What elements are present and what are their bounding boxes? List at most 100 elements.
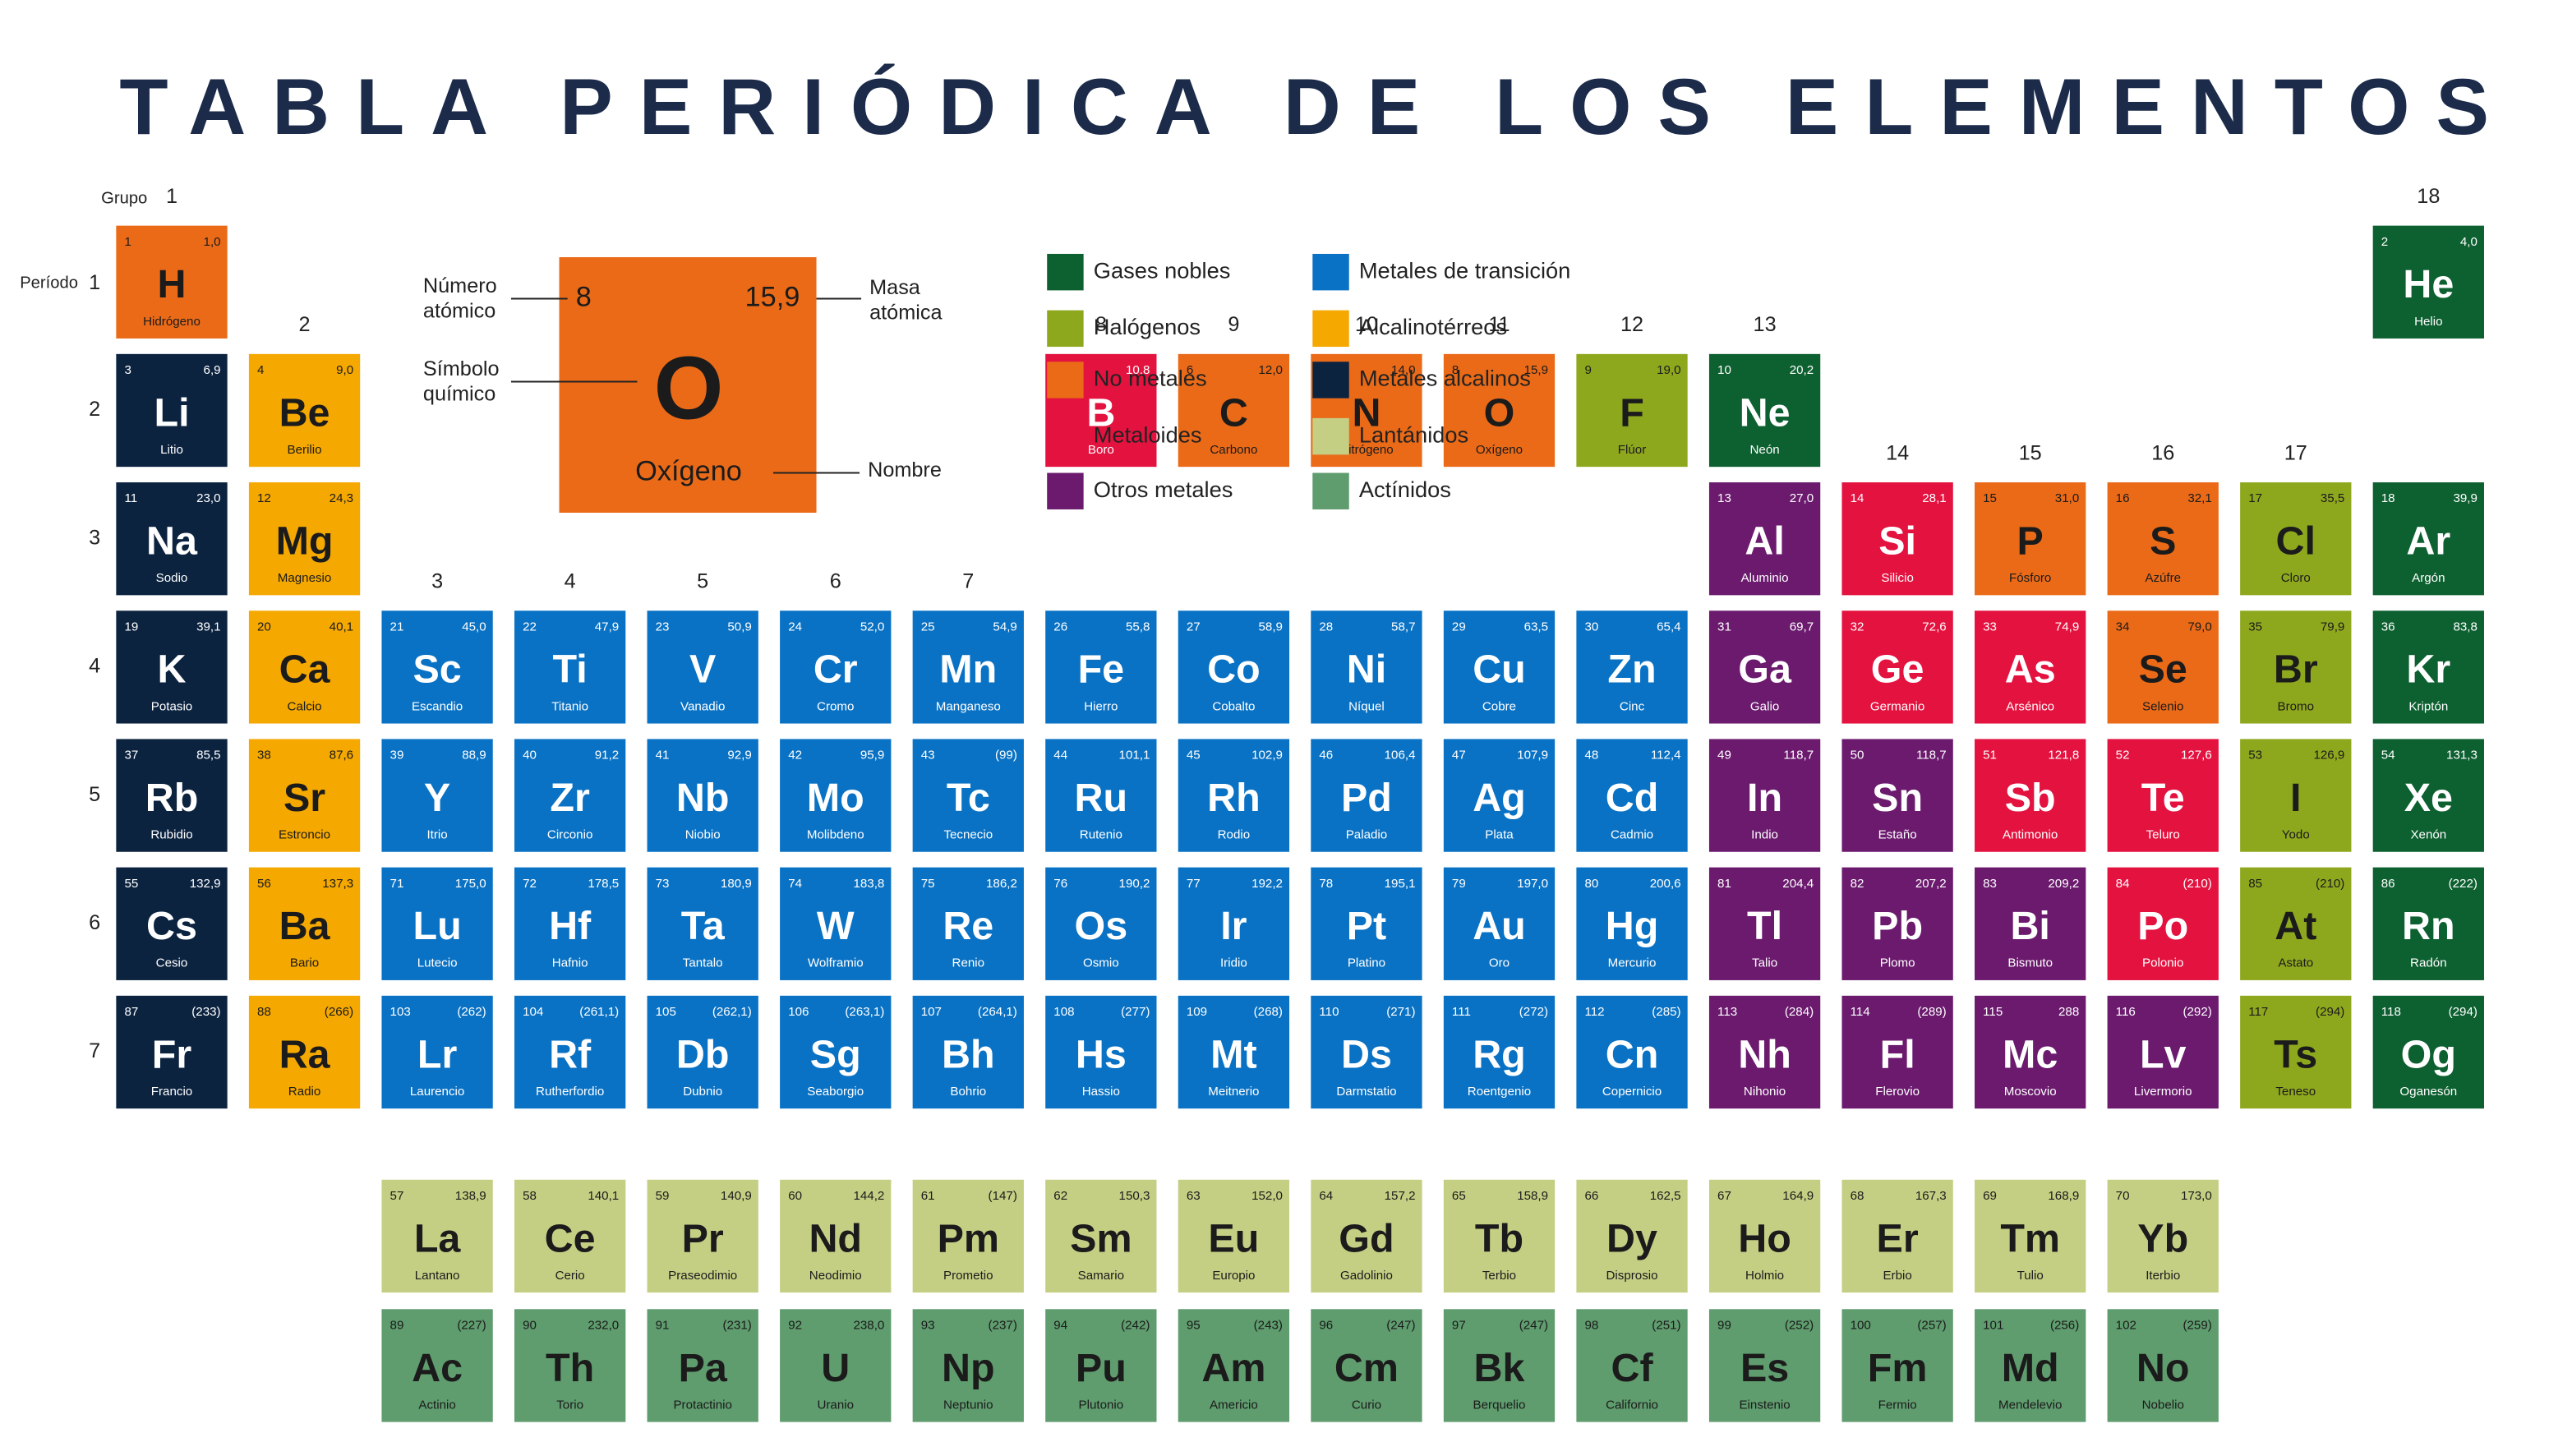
element-name: Rutenio bbox=[1080, 828, 1122, 842]
element-symbol: Cn bbox=[1606, 1032, 1659, 1076]
element-symbol: Sm bbox=[1070, 1216, 1132, 1260]
element-symbol: Nd bbox=[809, 1216, 862, 1260]
element-box bbox=[2107, 739, 2219, 852]
element-symbol: Cl bbox=[2276, 519, 2316, 564]
number-label: atómico bbox=[423, 299, 496, 322]
atomic-mass: 72,6 bbox=[1922, 620, 1946, 634]
element-cell: 118 (294) Og Oganesón bbox=[2372, 995, 2484, 1109]
element-symbol: Yb bbox=[2137, 1216, 2188, 1260]
element-box bbox=[381, 867, 493, 980]
group-number: 11 bbox=[1488, 313, 1510, 336]
element-box bbox=[912, 611, 1024, 724]
atomic-number: 60 bbox=[788, 1189, 802, 1203]
atomic-mass: 69,7 bbox=[1790, 620, 1814, 634]
atomic-number: 30 bbox=[1584, 620, 1598, 634]
legend-label: Gases nobles bbox=[1094, 257, 1231, 283]
atomic-mass: 91,2 bbox=[595, 749, 619, 763]
element-symbol: No bbox=[2136, 1346, 2190, 1390]
element-symbol: Tl bbox=[1747, 904, 1782, 948]
atomic-number: 33 bbox=[1983, 620, 1997, 634]
element-name: Níquel bbox=[1348, 699, 1385, 713]
atomic-mass: (251) bbox=[1652, 1318, 1680, 1332]
element-box bbox=[2240, 995, 2352, 1109]
element-box bbox=[116, 867, 228, 980]
element-name: Azúfre bbox=[2145, 571, 2181, 585]
element-cell: 107 (264,1) Bh Bohrio bbox=[912, 995, 1024, 1109]
element-symbol: Pu bbox=[1076, 1346, 1127, 1390]
atomic-mass: 14,0 bbox=[1391, 363, 1415, 377]
atomic-number: 87 bbox=[124, 1005, 138, 1019]
period-number: 3 bbox=[89, 526, 100, 549]
atomic-number: 10 bbox=[1717, 363, 1731, 377]
element-symbol: Th bbox=[546, 1346, 594, 1390]
atomic-mass: 164,9 bbox=[1782, 1189, 1814, 1203]
atomic-mass: 19,0 bbox=[1657, 363, 1680, 377]
element-cell: 52 127,6 Te Teluro bbox=[2107, 739, 2219, 852]
atomic-number: 29 bbox=[1452, 620, 1466, 634]
atomic-mass: 27,0 bbox=[1790, 491, 1814, 505]
element-symbol: Db bbox=[676, 1032, 730, 1076]
atomic-mass: 35,5 bbox=[2321, 491, 2344, 505]
period-number: 2 bbox=[89, 398, 100, 421]
atomic-number: 106 bbox=[788, 1005, 809, 1019]
atomic-mass: 118,7 bbox=[1783, 749, 1814, 763]
element-name: Mercurio bbox=[1608, 956, 1657, 970]
symbol-label: químico bbox=[423, 382, 496, 405]
element-symbol: Pb bbox=[1872, 904, 1923, 948]
element-box bbox=[912, 995, 1024, 1109]
element-box bbox=[381, 1309, 493, 1422]
atomic-number: 107 bbox=[921, 1005, 942, 1019]
group-number: 10 bbox=[1355, 313, 1378, 336]
element-cell: 41 92,9 Nb Niobio bbox=[647, 739, 758, 852]
element-box bbox=[2372, 867, 2484, 980]
element-name: Vanadio bbox=[680, 699, 725, 713]
atomic-mass: (237) bbox=[989, 1318, 1017, 1332]
element-symbol: Ge bbox=[1871, 647, 1924, 692]
atomic-number: 24 bbox=[788, 620, 802, 634]
element-name: Einstenio bbox=[1739, 1398, 1790, 1412]
atomic-number: 81 bbox=[1717, 877, 1731, 891]
atomic-mass: 140,1 bbox=[588, 1189, 619, 1203]
element-name: Lutecio bbox=[417, 956, 458, 970]
element-box bbox=[1975, 1309, 2086, 1422]
atomic-number: 96 bbox=[1319, 1318, 1333, 1332]
element-cell: 57 138,9 La Lantano bbox=[381, 1179, 493, 1293]
element-name: Lantano bbox=[415, 1269, 460, 1283]
element-name: Renio bbox=[952, 956, 985, 970]
example-mass: 15,9 bbox=[745, 282, 800, 313]
element-cell: 117 (294) Ts Teneso bbox=[2240, 995, 2352, 1109]
element-box bbox=[2107, 482, 2219, 596]
element-cell: 34 79,0Se Selenio bbox=[2107, 611, 2219, 724]
element-cell: 2 4,0 He Helio bbox=[2372, 225, 2484, 339]
element-symbol: I bbox=[2290, 776, 2301, 820]
atomic-mass: 52,0 bbox=[860, 620, 884, 634]
element-name: Mendelevio bbox=[1998, 1398, 2062, 1412]
group-number: 17 bbox=[2284, 441, 2307, 464]
element-name: Estroncio bbox=[279, 828, 330, 842]
element-cell: 39 88,9 Y Itrio bbox=[381, 739, 493, 852]
element-box bbox=[381, 995, 493, 1109]
atomic-number: 38 bbox=[257, 749, 271, 763]
element-box bbox=[1975, 739, 2086, 852]
atomic-number: 44 bbox=[1053, 749, 1067, 763]
atomic-number: 2 bbox=[2381, 235, 2388, 249]
atomic-mass: (261,1) bbox=[579, 1005, 619, 1019]
atomic-number: 8 bbox=[1452, 363, 1459, 377]
atomic-number: 111 bbox=[1452, 1005, 1471, 1019]
atomic-number: 72 bbox=[523, 877, 537, 891]
period-number: 4 bbox=[89, 655, 100, 678]
element-cell: 4 9,0 Be Berilio bbox=[248, 353, 361, 468]
atomic-number: 112 bbox=[1584, 1005, 1604, 1019]
atomic-mass: 39,9 bbox=[2453, 491, 2477, 505]
element-cell: 27 58,9 Co Cobalto bbox=[1178, 611, 1290, 724]
element-symbol: Md bbox=[2002, 1346, 2059, 1390]
atomic-number: 83 bbox=[1983, 877, 1997, 891]
atomic-mass: 195,1 bbox=[1385, 877, 1416, 891]
atomic-mass: (272) bbox=[1519, 1005, 1548, 1019]
atomic-number: 95 bbox=[1187, 1318, 1201, 1332]
atomic-number: 109 bbox=[1187, 1005, 1207, 1019]
element-box bbox=[1443, 1309, 1556, 1422]
atomic-mass: 85,5 bbox=[196, 749, 220, 763]
atomic-number: 84 bbox=[2116, 877, 2130, 891]
element-symbol: Os bbox=[1075, 904, 1128, 948]
